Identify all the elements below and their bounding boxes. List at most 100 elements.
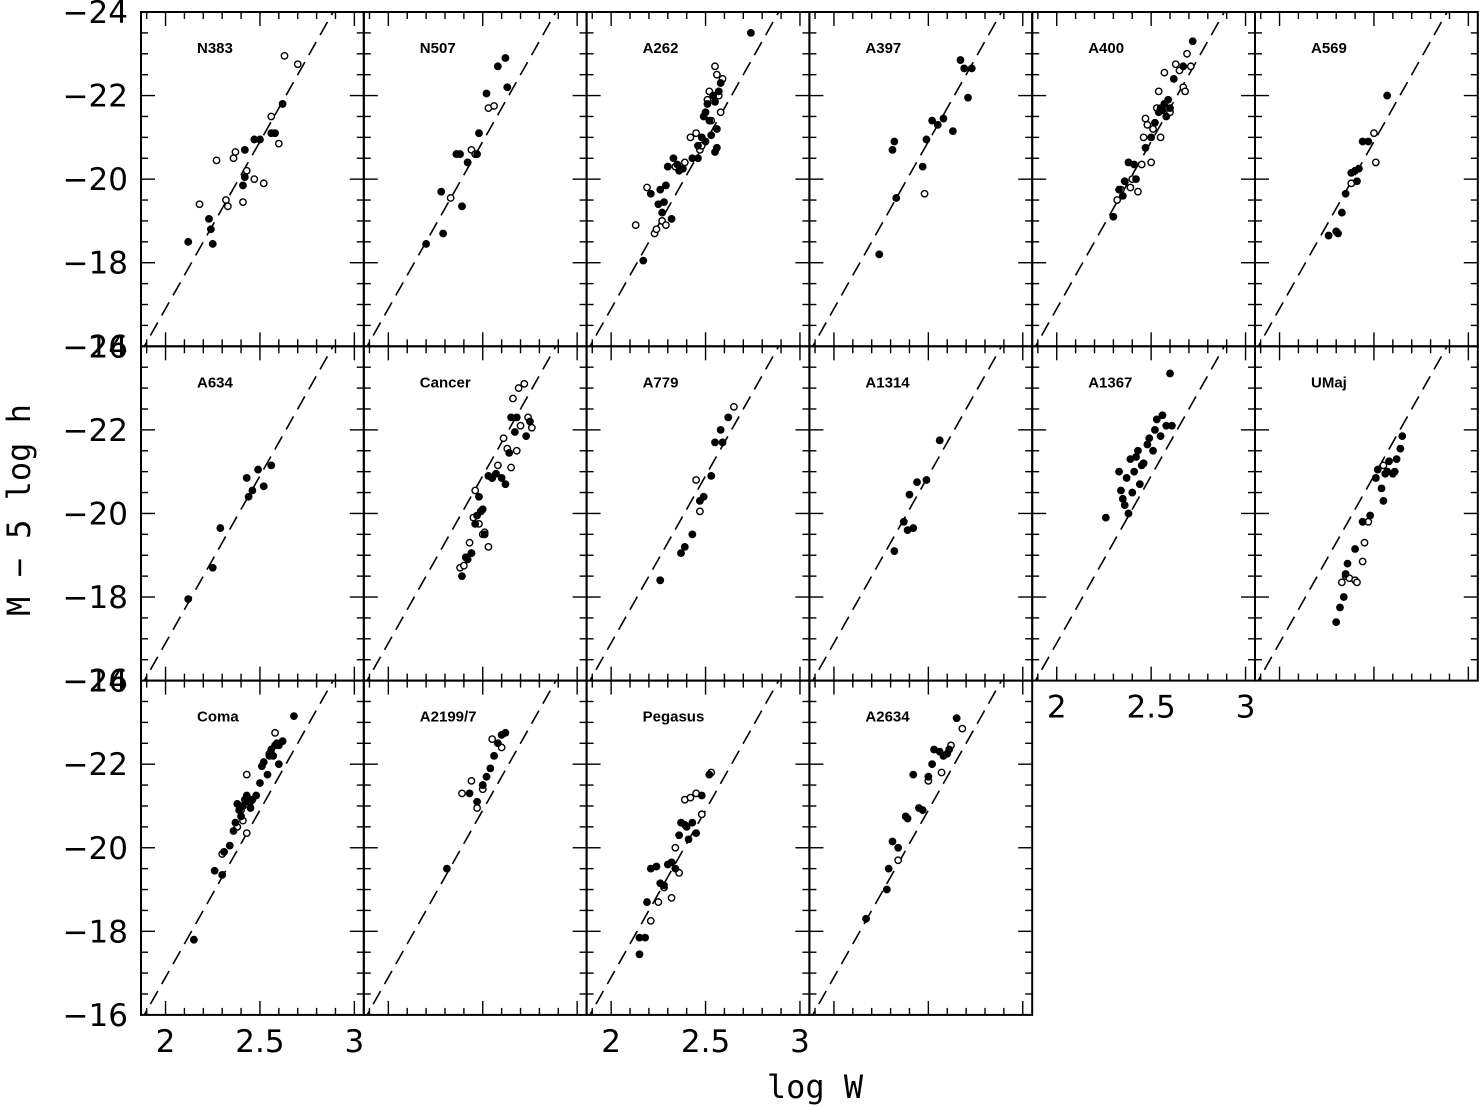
y-tick-label: −24 (63, 329, 128, 365)
filled-point (206, 225, 215, 234)
filled-point (497, 474, 506, 482)
filled-point (1139, 459, 1148, 468)
filled-point (1141, 143, 1150, 152)
filled-point (1188, 37, 1197, 46)
filled-point (252, 791, 261, 800)
filled-point (682, 822, 691, 831)
filled-point (205, 214, 213, 223)
panel-frame (1031, 345, 1256, 682)
open-point (1171, 60, 1180, 69)
open-point (520, 380, 529, 388)
filled-point (709, 91, 718, 100)
filled-point (482, 772, 491, 781)
x-tick-label: 2 (156, 1024, 176, 1060)
open-point (1143, 120, 1152, 129)
open-point (242, 770, 251, 779)
filled-point (439, 229, 448, 238)
filled-point (680, 542, 689, 551)
filled-point (1115, 185, 1123, 194)
open-point (231, 148, 240, 156)
filled-point (480, 530, 489, 539)
filled-point (928, 760, 937, 769)
filled-point (522, 432, 531, 441)
filled-point (1115, 467, 1123, 476)
filled-point (1351, 545, 1359, 553)
filled-point (526, 417, 534, 426)
filled-point (692, 829, 701, 838)
open-point (293, 60, 302, 69)
filled-point (1343, 559, 1352, 568)
filled-point (184, 595, 193, 604)
fit-line (366, 680, 557, 1015)
open-point (1139, 133, 1148, 142)
filled-point (635, 950, 644, 959)
filled-point (875, 250, 884, 259)
open-point (1141, 114, 1150, 123)
filled-point (882, 885, 891, 894)
filled-point (278, 100, 287, 108)
filled-point (492, 469, 500, 478)
panel-pegasus: Pegasus (585, 679, 811, 1016)
open-point (1149, 125, 1157, 133)
filled-point (218, 871, 227, 879)
panel-frame (585, 679, 811, 1016)
filled-point (1392, 455, 1401, 464)
panel-a779: A779 (585, 345, 811, 682)
filled-point (1156, 432, 1165, 441)
filled-point (694, 141, 702, 150)
filled-point (933, 120, 942, 129)
filled-point (254, 465, 262, 474)
y-tick-label: −18 (63, 914, 128, 950)
panel-coma: Coma (140, 679, 365, 1016)
open-point (512, 446, 521, 455)
open-point (654, 898, 663, 906)
filled-point (635, 933, 644, 942)
panels-group: N383 N507 A262 A397 A400 A569 A634 Cancer A779 A1… (140, 11, 1479, 1016)
panel-label: A397 (865, 40, 901, 57)
filled-point (1337, 208, 1346, 217)
fit-line (143, 346, 335, 681)
filled-point (1118, 191, 1127, 200)
filled-point (918, 162, 927, 171)
x-tick-label: 3 (1236, 690, 1256, 726)
filled-point (1143, 440, 1152, 449)
fit-line (143, 12, 335, 347)
filled-point (724, 413, 733, 422)
open-point (242, 829, 251, 838)
filled-point (909, 770, 918, 779)
open-point (1358, 557, 1367, 566)
filled-point (703, 100, 712, 108)
y-axis-title: M − 5 log h (0, 404, 38, 616)
panel-frame (1254, 345, 1479, 682)
filled-point (1336, 603, 1344, 612)
y-tick-label: −22 (63, 79, 128, 115)
filled-point (208, 563, 217, 572)
filled-point (473, 150, 481, 158)
filled-point (442, 864, 451, 873)
filled-point (712, 125, 721, 133)
filled-point (242, 474, 251, 482)
filled-point (478, 781, 487, 789)
y-tick-label: −22 (63, 747, 128, 783)
y-tick-label: −18 (63, 580, 128, 616)
y-tick-label: −20 (63, 831, 128, 867)
open-point (229, 154, 238, 163)
panel-label: Pegasus (643, 709, 705, 726)
filled-point (888, 145, 897, 154)
fit-line (1034, 346, 1226, 681)
open-point (459, 561, 468, 570)
open-point (222, 196, 230, 204)
filled-point (892, 194, 901, 202)
filled-point (675, 831, 684, 840)
filled-point (263, 770, 272, 779)
filled-point (1164, 95, 1173, 104)
open-point (692, 129, 701, 138)
panel-frame (808, 345, 1034, 682)
panel-label: A1314 (865, 374, 910, 391)
filled-point (1130, 160, 1139, 169)
filled-point (1120, 177, 1129, 186)
filled-point (667, 858, 676, 867)
filled-point (894, 843, 903, 852)
open-point (631, 221, 640, 230)
filled-point (746, 28, 755, 37)
